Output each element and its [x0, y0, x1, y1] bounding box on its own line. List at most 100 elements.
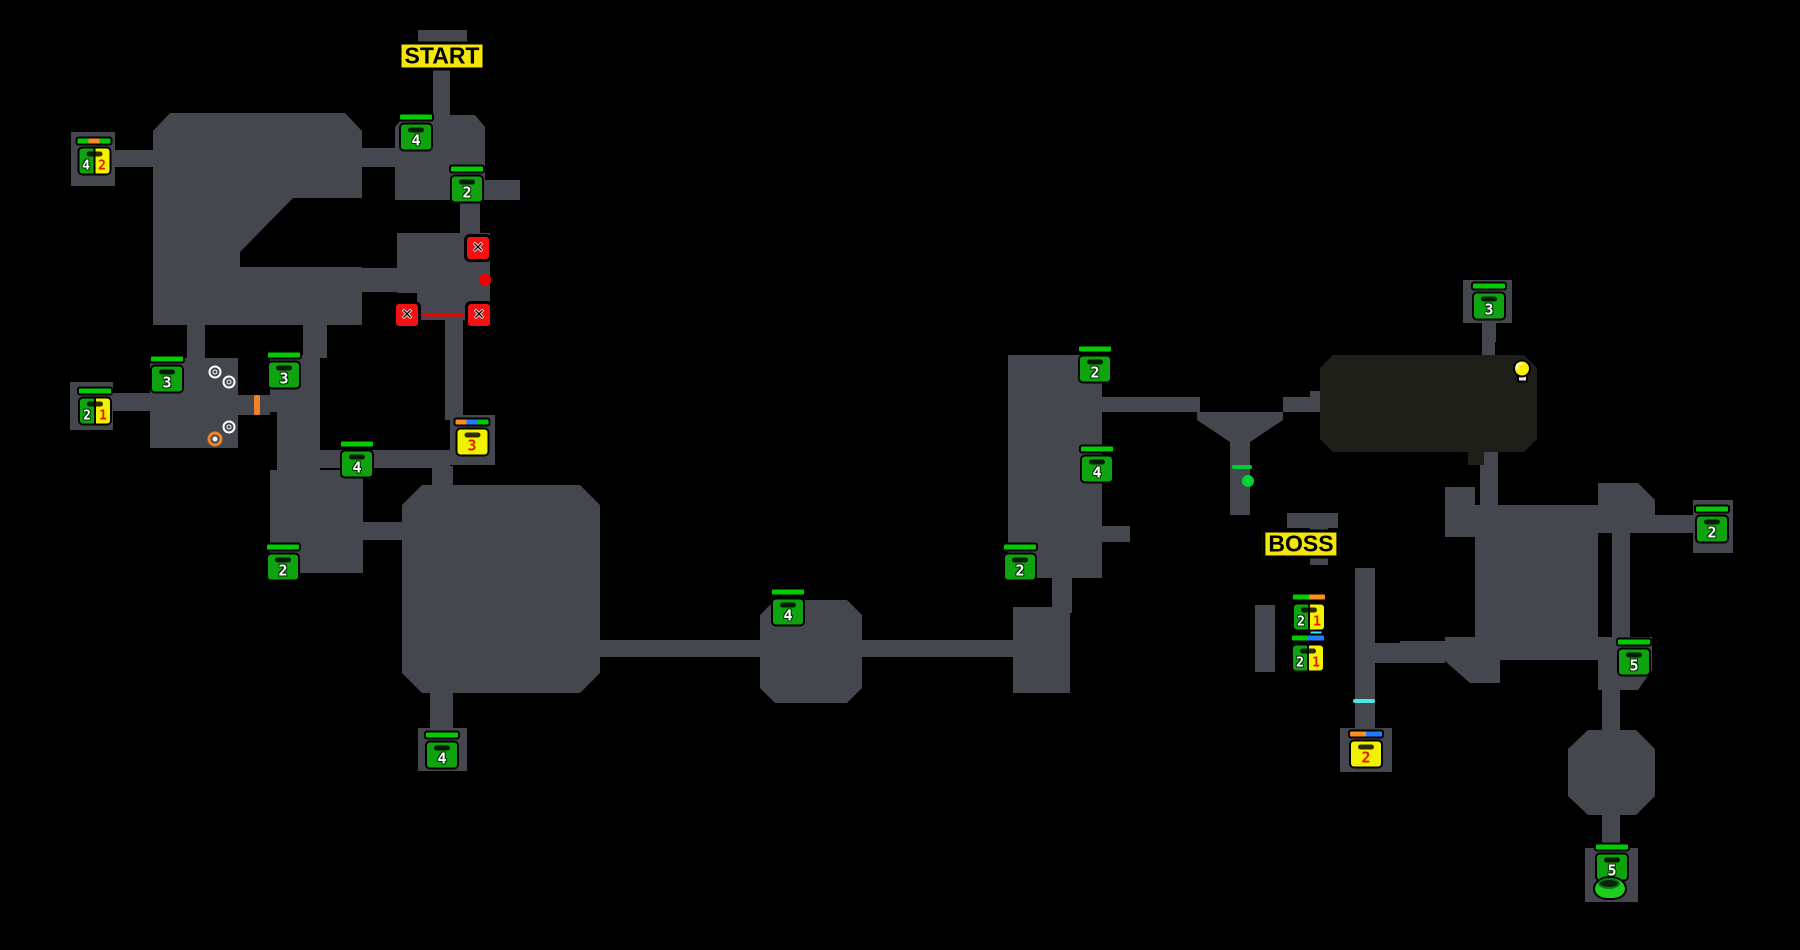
marker-body: 4	[771, 597, 805, 627]
marker-body: 4	[425, 740, 459, 770]
hazard-x-icon: ✕	[393, 301, 421, 329]
gate-bar	[422, 313, 464, 317]
marker-lid	[1002, 542, 1038, 552]
marker-slot	[1604, 857, 1620, 863]
marker-count: 3	[1474, 293, 1504, 319]
marker-slot	[86, 151, 102, 157]
start-label: START	[398, 41, 486, 71]
marker-body: 4	[340, 449, 374, 479]
map-marker-green-4[interactable]: 4	[770, 587, 806, 627]
marker-body: 2	[1003, 552, 1037, 582]
marker-body: 3	[455, 427, 489, 457]
marker-body: 5	[1617, 647, 1651, 677]
gate-bar	[1232, 465, 1252, 469]
marker-body: 2	[1078, 354, 1112, 384]
map-marker-green-2[interactable]: 2	[449, 164, 485, 204]
map-marker-green-3[interactable]: 3	[1471, 281, 1507, 321]
hazard-x-icon: ✕	[465, 301, 493, 329]
marker-slot	[1087, 359, 1103, 365]
marker-lid	[1290, 633, 1326, 643]
marker-lid	[149, 354, 185, 364]
map-marker-green-5[interactable]: 5	[1594, 842, 1630, 882]
well-icon	[1593, 876, 1627, 900]
map-dot	[479, 274, 491, 286]
marker-lid	[339, 439, 375, 449]
marker-lid	[770, 587, 806, 597]
marker-count: 5	[1597, 854, 1627, 880]
marker-lid	[1291, 592, 1327, 602]
bulb-glass	[1513, 359, 1531, 378]
marker-lid	[77, 386, 113, 396]
marker-slot	[1012, 557, 1028, 563]
map-marker-green-4[interactable]: 4	[424, 730, 460, 770]
marker-body: 3	[150, 364, 184, 394]
marker-slot	[464, 432, 480, 438]
map-dot	[1242, 475, 1254, 487]
marker-slot	[87, 401, 103, 407]
marker-slot	[349, 454, 365, 460]
lightbulb-icon	[1513, 359, 1531, 383]
marker-body: 2	[266, 552, 300, 582]
marker-lid	[449, 164, 485, 174]
marker-slot	[276, 365, 292, 371]
map-marker-green-4[interactable]: 4	[339, 439, 375, 479]
map-marker-green-5[interactable]: 5	[1616, 637, 1652, 677]
hazard-x-icon: ✕	[464, 234, 492, 262]
marker-slot	[1300, 648, 1316, 654]
map-marker-green-3[interactable]: 3	[149, 354, 185, 394]
marker-lid	[453, 417, 491, 427]
marker-slot	[780, 602, 796, 608]
marker-slot	[1626, 652, 1642, 658]
marker-body: 2	[1695, 514, 1729, 544]
map-marker-green-3[interactable]: 3	[266, 350, 302, 390]
marker-lid	[1077, 344, 1113, 354]
marker-slot	[434, 745, 450, 751]
marker-lid	[1616, 637, 1652, 647]
map-marker-green-4[interactable]: 4	[398, 112, 434, 152]
marker-slot	[459, 179, 475, 185]
marker-lid	[398, 112, 434, 122]
marker-body: 3	[267, 360, 301, 390]
map-dot	[1310, 627, 1322, 639]
marker-body: 2	[1349, 739, 1383, 769]
map-marker-green-2[interactable]: 2	[1694, 504, 1730, 544]
marker-lid	[75, 136, 113, 146]
marker-slot	[1704, 519, 1720, 525]
marker-slot	[1481, 296, 1497, 302]
marker-body: 4	[1080, 454, 1114, 484]
map-marker-green-2[interactable]: 2	[1077, 344, 1113, 384]
marker-body: 2	[450, 174, 484, 204]
gate-bar	[254, 395, 260, 415]
explored-rooms	[70, 30, 1733, 902]
white-ring-icon	[222, 420, 236, 434]
marker-lid	[424, 730, 460, 740]
marker-body: 4	[399, 122, 433, 152]
map-marker-green-4[interactable]: 4	[1079, 444, 1115, 484]
map-marker-green-2[interactable]: 2	[265, 542, 301, 582]
marker-slot	[159, 369, 175, 375]
boss-label: BOSS	[1262, 529, 1340, 559]
map-marker-yellow-2[interactable]: 2	[1348, 729, 1384, 769]
marker-slot	[1089, 459, 1105, 465]
map-marker-yellow-3[interactable]: 3	[453, 417, 491, 457]
marker-lid	[1594, 842, 1630, 852]
white-ring-icon	[222, 375, 236, 389]
bulb-base	[1516, 375, 1528, 383]
map-marker-green-2[interactable]: 2	[1002, 542, 1038, 582]
gate-bar	[1353, 699, 1375, 703]
marker-lid	[266, 350, 302, 360]
marker-body: 3	[1472, 291, 1506, 321]
marker-lid	[1348, 729, 1384, 739]
marker-slot	[1358, 744, 1374, 750]
dark-room	[1320, 355, 1537, 465]
marker-lid	[1694, 504, 1730, 514]
